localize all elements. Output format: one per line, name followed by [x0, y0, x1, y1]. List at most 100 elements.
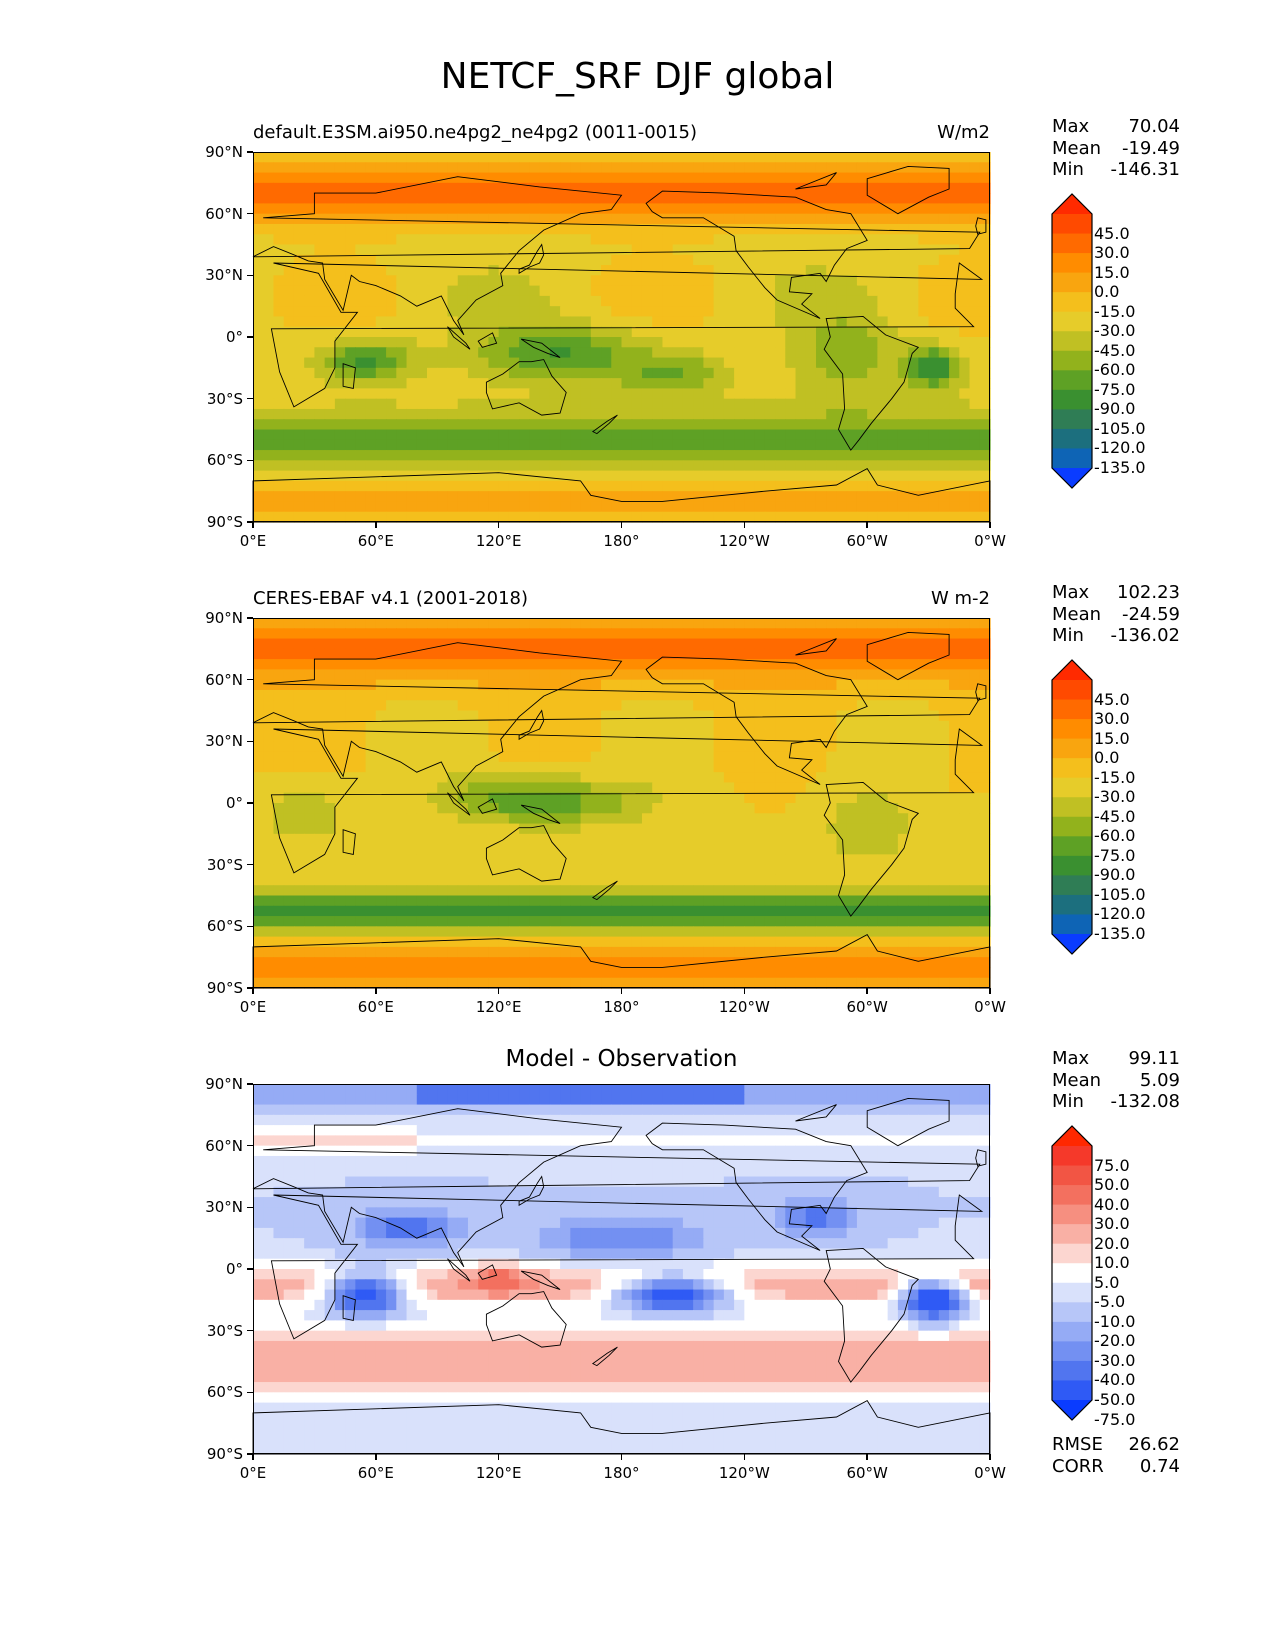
panel3-map — [252, 1084, 991, 1455]
y-tick — [247, 1329, 253, 1332]
panel2-units: W m-2 — [930, 588, 990, 609]
colorbar-level-label: -5.0 — [1094, 1292, 1126, 1312]
coastline — [866, 631, 950, 681]
stat-label: RMSE — [1052, 1434, 1103, 1455]
coastline — [520, 1270, 561, 1291]
panel3-colorbar — [1051, 1125, 1093, 1421]
y-tick — [247, 1206, 253, 1209]
coastline — [520, 338, 561, 359]
colorbar-level-label: -15.0 — [1094, 767, 1136, 787]
panel1-field — [253, 152, 991, 523]
y-tick — [247, 397, 253, 400]
coastline — [485, 1291, 567, 1348]
y-tick — [247, 151, 253, 153]
colorbar-swatch — [1052, 311, 1092, 332]
coastline — [645, 190, 868, 319]
colorbar-outline — [1051, 193, 1093, 489]
colorbar-swatch — [1052, 894, 1092, 915]
colorbar-swatch — [1052, 194, 1092, 214]
x-tick — [866, 988, 868, 994]
stat-value: -136.02 — [1110, 625, 1180, 646]
colorbar-swatch — [1052, 758, 1092, 779]
x-tick — [620, 988, 623, 994]
y-tick-label: 30°N — [205, 1198, 243, 1217]
colorbar-level-label: -50.0 — [1094, 1390, 1136, 1409]
coastline — [866, 165, 950, 215]
coastline — [591, 1346, 618, 1367]
coastline — [823, 781, 920, 917]
colorbar-swatch — [1052, 1341, 1092, 1362]
colorbar-swatch — [1052, 934, 1092, 954]
y-tick — [247, 1391, 253, 1394]
colorbar-swatch — [1052, 738, 1092, 759]
y-tick — [247, 1268, 253, 1270]
colorbar-level-label: -120.0 — [1094, 904, 1146, 924]
colorbar-level-label: 30.0 — [1094, 243, 1130, 263]
colorbar-level-label: 50.0 — [1094, 1175, 1130, 1195]
panel1-units: W/m2 — [937, 122, 990, 143]
y-tick — [247, 521, 253, 523]
colorbar-swatch — [1052, 233, 1092, 254]
x-tick — [497, 1454, 500, 1460]
coastline — [975, 217, 987, 235]
x-tick-label: 180° — [603, 998, 640, 1016]
colorbar-swatch — [1052, 699, 1092, 720]
figure-title: NETCF_SRF DJF global — [440, 56, 835, 97]
stat-label: CORR — [1052, 1455, 1104, 1477]
coastline — [975, 683, 987, 701]
colorbar-swatch — [1052, 1146, 1092, 1167]
y-tick — [247, 617, 253, 619]
x-tick-label: 180° — [603, 1464, 640, 1482]
x-tick-label: 120°W — [718, 998, 770, 1016]
y-tick-label: 60°N — [205, 204, 243, 223]
colorbar-swatch — [1052, 1243, 1092, 1264]
stat-max: Max 102.23 — [1052, 582, 1180, 603]
x-tick — [989, 1454, 991, 1460]
coastline — [645, 656, 868, 785]
y-tick — [247, 336, 253, 338]
colorbar-level-label: -45.0 — [1094, 806, 1136, 826]
x-tick-label: 120°E — [475, 998, 522, 1016]
y-tick-label: 60°S — [206, 451, 243, 470]
colorbar-level-label: 40.0 — [1094, 1194, 1130, 1214]
y-tick-label: 60°S — [206, 1383, 243, 1402]
colorbar-swatch — [1052, 1400, 1092, 1420]
coastline — [477, 1264, 498, 1280]
y-tick-label: 30°S — [206, 389, 243, 408]
coastline — [518, 709, 545, 741]
colorbar-level-label: -75.0 — [1094, 1409, 1136, 1429]
coastline — [342, 829, 356, 855]
panel1-map — [252, 152, 991, 523]
x-tick-label: 60°W — [846, 1464, 888, 1482]
y-tick-label: 30°N — [205, 732, 243, 751]
stat-label: Mean — [1052, 137, 1102, 159]
y-tick-label: 90°S — [206, 513, 243, 531]
colorbar-level-label: -30.0 — [1094, 787, 1136, 807]
colorbar-level-label: -60.0 — [1094, 826, 1136, 846]
colorbar-swatch — [1052, 914, 1092, 935]
colorbar-swatch — [1052, 272, 1092, 293]
x-tick-label: 180° — [603, 532, 640, 550]
x-tick — [375, 522, 377, 528]
x-tick — [252, 522, 254, 528]
colorbar-level-label: -90.0 — [1094, 865, 1136, 885]
y-tick — [247, 802, 253, 804]
colorbar-swatch — [1052, 875, 1092, 896]
x-tick — [743, 522, 746, 528]
stat-label: Mean — [1052, 1069, 1102, 1091]
stat-value: -19.49 — [1121, 137, 1180, 159]
colorbar-swatch — [1052, 1360, 1092, 1381]
x-tick — [620, 1454, 623, 1460]
panel1-frame — [253, 152, 990, 522]
colorbar-level-label: -105.0 — [1094, 884, 1146, 904]
stat-mean: Mean -24.59 — [1052, 604, 1180, 625]
y-tick — [247, 987, 253, 989]
colorbar-level-label: -10.0 — [1094, 1311, 1136, 1331]
colorbar-swatch — [1052, 1126, 1092, 1146]
colorbar-level-label: 15.0 — [1094, 728, 1130, 748]
coastline — [447, 792, 471, 816]
y-tick — [247, 1144, 253, 1147]
colorbar-swatch — [1052, 350, 1092, 371]
colorbar-swatch — [1052, 1185, 1092, 1206]
y-tick-label: 60°S — [206, 917, 243, 936]
